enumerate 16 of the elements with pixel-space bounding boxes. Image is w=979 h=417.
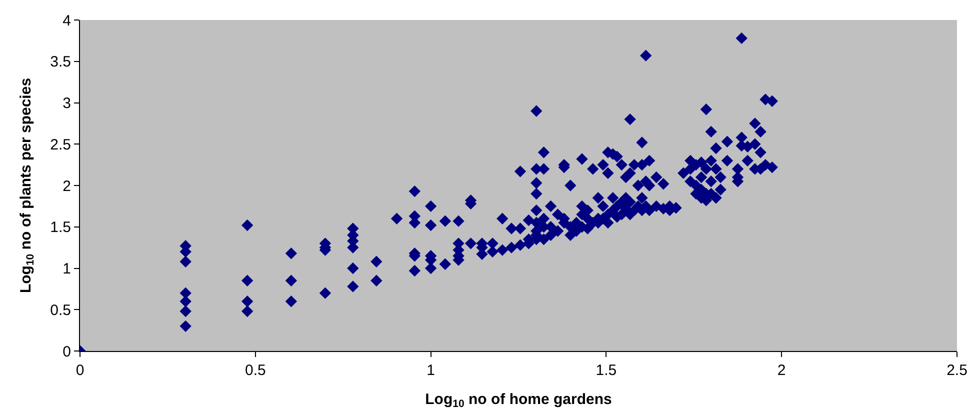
x-tick-label: 1.5 xyxy=(596,362,617,379)
x-tick-label: 2.5 xyxy=(946,362,968,379)
y-tick-label: 2.5 xyxy=(50,136,71,154)
y-tick-label: 0 xyxy=(62,343,71,360)
y-tick-label: 0.5 xyxy=(50,302,71,319)
x-tick-label: 1 xyxy=(426,362,435,379)
x-tick-label: 0.5 xyxy=(244,362,266,379)
x-tick-label: 2 xyxy=(777,362,786,379)
y-tick-label: 1.5 xyxy=(50,219,71,236)
y-tick-label: 3 xyxy=(62,95,71,112)
y-tick-label: 1 xyxy=(62,260,71,278)
y-tick-label: 2 xyxy=(62,178,71,195)
x-tick-label: 0 xyxy=(76,362,84,379)
y-tick-label: 3.5 xyxy=(50,54,71,71)
y-tick-label: 4 xyxy=(62,12,71,30)
x-axis-title: Log$_{10}$ no of home gardens xyxy=(425,391,612,410)
